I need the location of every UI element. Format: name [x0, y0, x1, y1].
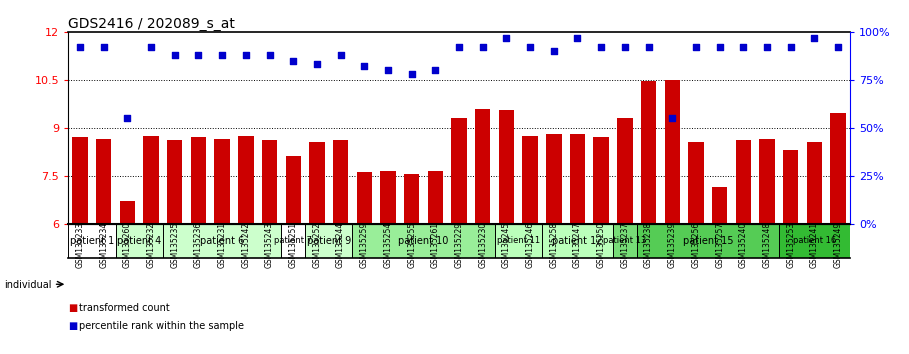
Text: patient 12: patient 12 [553, 236, 603, 246]
Bar [167, 141, 183, 224]
Point [263, 52, 277, 58]
Point [238, 52, 253, 58]
Point [428, 67, 443, 73]
Point [310, 62, 325, 67]
Point [736, 44, 751, 50]
Point [594, 44, 608, 50]
Bar [712, 187, 727, 224]
Point [191, 52, 205, 58]
Point [831, 44, 845, 50]
Bar [191, 137, 206, 224]
Bar [499, 110, 514, 224]
Point [286, 58, 301, 63]
Point [499, 35, 514, 40]
Bar [806, 142, 822, 224]
Point [215, 52, 229, 58]
Bar [617, 118, 633, 224]
Bar [641, 81, 656, 224]
Text: patient 15: patient 15 [683, 236, 733, 246]
Point [357, 63, 372, 69]
Text: transformed count: transformed count [79, 303, 170, 313]
Bar [305, 224, 353, 258]
Text: patient 4: patient 4 [117, 236, 162, 246]
Text: patient 9: patient 9 [306, 236, 351, 246]
Bar [115, 224, 163, 258]
Text: patient 1: patient 1 [70, 236, 114, 246]
Bar [494, 224, 542, 258]
Bar [73, 137, 87, 224]
Point [713, 44, 727, 50]
Point [570, 35, 584, 40]
Bar [783, 150, 798, 224]
Text: patient 7: patient 7 [275, 236, 312, 245]
Point [381, 67, 395, 73]
Bar [309, 142, 325, 224]
Point [334, 52, 348, 58]
Bar [664, 80, 680, 224]
Point [475, 44, 490, 50]
Point [665, 115, 680, 121]
Bar [779, 224, 850, 258]
Text: individual: individual [5, 280, 52, 290]
Point [617, 44, 632, 50]
Bar [594, 137, 609, 224]
Bar [475, 109, 491, 224]
Bar [523, 136, 538, 224]
Point [760, 44, 774, 50]
Point [452, 44, 466, 50]
Bar [613, 224, 636, 258]
Text: patient 10: patient 10 [398, 236, 449, 246]
Text: patient 11: patient 11 [496, 236, 540, 245]
Bar [333, 141, 348, 224]
Bar [831, 113, 845, 224]
Bar [688, 142, 704, 224]
Point [807, 35, 822, 40]
Point [120, 115, 135, 121]
Bar [356, 172, 372, 224]
Text: patient 13: patient 13 [604, 236, 646, 245]
Bar [353, 224, 494, 258]
Bar [759, 139, 774, 224]
Bar [427, 171, 443, 224]
Bar [542, 224, 613, 258]
Text: ■: ■ [68, 321, 77, 331]
Bar [262, 141, 277, 224]
Bar [282, 224, 305, 258]
Point [405, 71, 419, 77]
Bar [735, 141, 751, 224]
Text: percentile rank within the sample: percentile rank within the sample [79, 321, 245, 331]
Bar [68, 224, 115, 258]
Point [523, 44, 537, 50]
Bar [238, 136, 254, 224]
Bar [144, 136, 159, 224]
Text: patient 16: patient 16 [793, 236, 836, 245]
Bar [636, 224, 779, 258]
Bar [96, 139, 112, 224]
Bar [285, 156, 301, 224]
Text: ■: ■ [68, 303, 77, 313]
Bar [120, 201, 135, 224]
Bar [546, 134, 562, 224]
Bar [215, 139, 230, 224]
Point [167, 52, 182, 58]
Point [784, 44, 798, 50]
Bar [380, 171, 395, 224]
Text: GDS2416 / 202089_s_at: GDS2416 / 202089_s_at [68, 17, 235, 31]
Bar [570, 134, 585, 224]
Point [546, 48, 561, 54]
Point [144, 44, 158, 50]
Point [641, 44, 655, 50]
Point [689, 44, 704, 50]
Bar [163, 224, 282, 258]
Point [73, 44, 87, 50]
Bar [452, 118, 466, 224]
Bar [404, 174, 419, 224]
Point [96, 44, 111, 50]
Text: patient 6: patient 6 [200, 236, 245, 246]
